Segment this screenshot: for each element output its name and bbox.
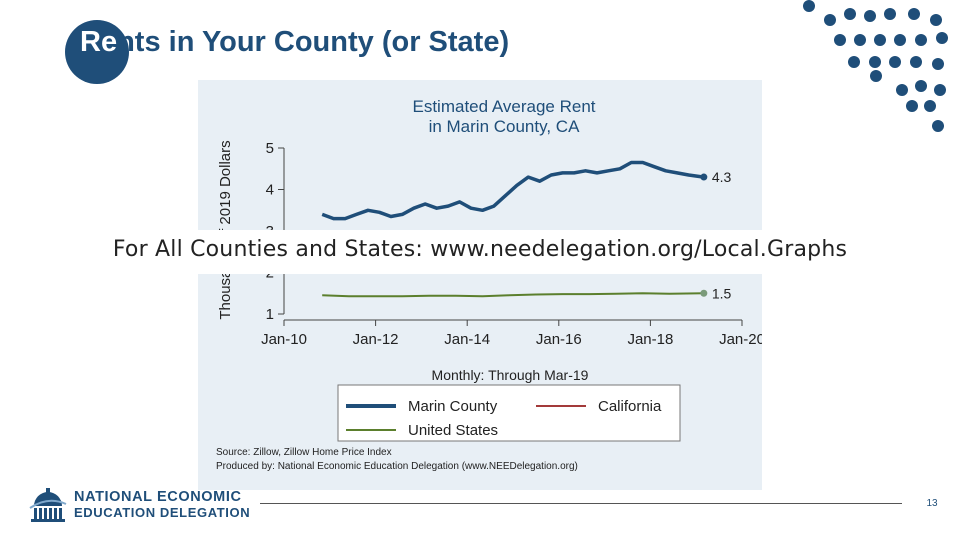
capitol-dome-icon [29,488,67,522]
series-end-label-united-states: 1.5 [712,285,732,301]
slide-page-number: 13 [926,498,938,509]
slide-title-lead: Re [80,26,118,58]
need-logo: NATIONAL ECONOMIC EDUCATION DELEGATION [28,486,253,522]
logo-text-line-1: NATIONAL ECONOMIC [74,489,242,505]
chart-producer-note: Produced by: National Economic Education… [216,461,578,472]
legend-label-california: California [598,398,662,415]
local-graphs-link-text: For All Counties and States: www.needele… [112,237,848,262]
x-tick-label-jan-10: Jan-10 [261,331,307,348]
chart-legend-box [337,384,681,442]
x-tick-label-jan-16: Jan-16 [536,331,582,348]
chart-title-line-1: Estimated Average Rent [412,97,595,116]
series-endpoint-marin-county [700,173,708,181]
x-tick-label-jan-20: Jan-20 [719,331,762,348]
x-tick-label-jan-12: Jan-12 [353,331,399,348]
slide-title: Rents in Your County (or State) [80,26,509,59]
chart-x-axis-label: Monthly: Through Mar-19 [432,367,589,383]
decorative-dot-pattern [803,0,948,132]
chart-source-note: Source: Zillow, Zillow Home Price Index [216,447,392,458]
legend-label-marin: Marin County [408,398,498,415]
series-line-marin-county [321,160,705,221]
series-endpoint-united-states [700,289,708,297]
overlay-text-band [0,230,960,274]
rent-chart-image: Estimated Average Rent in Marin County, … [198,80,762,490]
series-line-united-states [322,292,704,298]
chart-title-line-2: in Marin County, CA [429,117,581,136]
x-tick-label-jan-14: Jan-14 [444,331,490,348]
footer-divider [260,503,902,504]
title-decorative-circle [65,20,129,84]
slide-title-rest: nts in Your County (or State) [117,26,510,58]
legend-label-united-states: United States [408,422,498,439]
series-end-label-marin-county: 4.3 [712,169,732,185]
logo-text-line-2: EDUCATION DELEGATION [74,505,251,520]
x-tick-label-jan-18: Jan-18 [627,331,673,348]
y-tick-label-4: 4 [266,182,274,199]
rent-chart: Estimated Average Rent in Marin County, … [216,97,762,472]
y-tick-label-5: 5 [266,140,274,157]
y-tick-label-1: 1 [266,306,274,323]
